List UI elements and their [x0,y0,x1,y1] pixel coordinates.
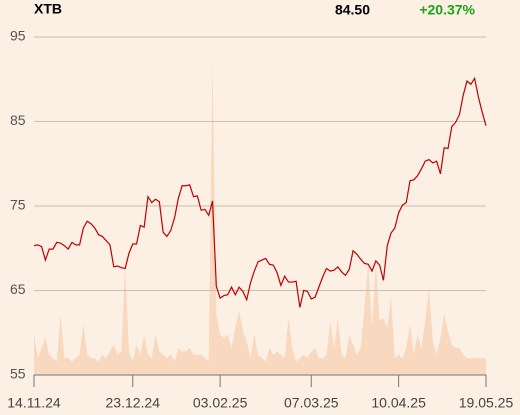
last-price: 84.50 [335,2,370,18]
x-tick-label: 23.12.24 [106,395,161,411]
x-tick-label: 03.02.25 [193,395,248,411]
x-tick-label: 19.05.25 [459,395,514,411]
y-tick-label: 75 [10,197,26,213]
x-tick-label: 07.03.25 [284,395,339,411]
y-tick-label: 85 [10,112,26,128]
volume-area [34,64,486,375]
change: +20.37% [419,2,475,18]
x-tick-label: 10.04.25 [371,395,426,411]
y-tick-label: 95 [10,28,26,44]
y-tick-label: 55 [10,366,26,382]
x-tick-label: 14.11.24 [7,395,61,411]
y-tick-label: 65 [10,281,26,297]
ticker: XTB [34,1,62,17]
price-line [33,76,487,308]
